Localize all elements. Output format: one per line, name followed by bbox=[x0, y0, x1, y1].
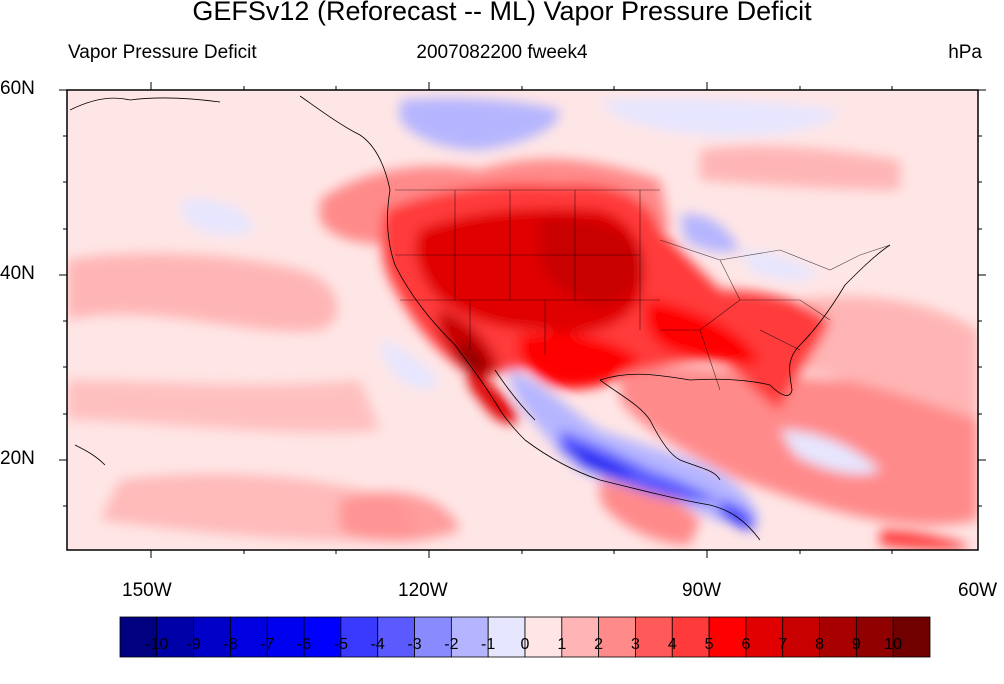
lon-label-60w: 60W bbox=[958, 580, 998, 601]
lon-label-120w: 120W bbox=[398, 580, 448, 601]
colorbar-label: -6 bbox=[296, 636, 312, 653]
colorbar-label: -3 bbox=[407, 636, 422, 653]
lat-label-60n: 60N bbox=[0, 78, 35, 99]
colorbar-swatch bbox=[193, 616, 231, 658]
lat-label-20n: 20N bbox=[0, 448, 35, 469]
map-title: GEFSv12 (Reforecast -- ML) Vapor Pressur… bbox=[192, 0, 812, 26]
colorbar-swatch bbox=[303, 616, 342, 658]
lat-label-40n: 40N bbox=[0, 263, 35, 284]
colorbar-swatch bbox=[745, 616, 784, 658]
coastlines bbox=[69, 95, 891, 541]
lon-label-90w: 90W bbox=[682, 580, 722, 601]
colorbar-swatch bbox=[266, 616, 305, 658]
variable-label: Vapor Pressure Deficit bbox=[68, 42, 257, 63]
colorbar-label: 5 bbox=[704, 636, 714, 653]
colorbar-swatch bbox=[340, 616, 379, 658]
colorbar-swatch bbox=[561, 616, 600, 658]
colorbar-label: 7 bbox=[778, 636, 788, 653]
colorbar-label: -8 bbox=[223, 636, 238, 653]
colorbar-label: 10 bbox=[884, 636, 903, 653]
colorbar-swatch bbox=[782, 616, 820, 658]
colorbar-label: -9 bbox=[186, 636, 201, 653]
colorbar-label: 3 bbox=[631, 636, 640, 653]
colorbar-label: 2 bbox=[594, 636, 604, 653]
colorbar-swatch bbox=[119, 616, 158, 658]
colorbar-label: 6 bbox=[741, 636, 751, 653]
colorbar-swatch bbox=[635, 616, 673, 658]
lon-label-150w: 150W bbox=[122, 580, 172, 601]
colorbar-label: -4 bbox=[370, 636, 385, 653]
forecast-time-label: 2007082200 fweek4 bbox=[416, 42, 588, 63]
vpd-field bbox=[67, 90, 978, 550]
colorbar-swatch bbox=[819, 616, 857, 658]
colorbar-label: -2 bbox=[444, 636, 459, 653]
colorbar-swatch bbox=[598, 616, 636, 658]
colorbar-label: 0 bbox=[520, 636, 530, 653]
colorbar-swatch bbox=[377, 616, 415, 658]
colorbar-label: -10 bbox=[145, 636, 169, 653]
colorbar-swatch bbox=[708, 616, 747, 658]
colorbar-swatch bbox=[450, 616, 489, 658]
colorbar-label: 1 bbox=[557, 636, 567, 653]
colorbar-swatch bbox=[892, 616, 931, 658]
colorbar-label: 8 bbox=[815, 636, 824, 653]
colorbar-label: 9 bbox=[851, 636, 861, 653]
colorbar-swatch bbox=[414, 616, 452, 658]
colorbar-swatch bbox=[230, 616, 268, 658]
boundaries bbox=[395, 189, 891, 391]
colorbar-label: -7 bbox=[260, 636, 275, 653]
colorbar-swatch bbox=[524, 616, 563, 658]
colorbar-label: 4 bbox=[667, 636, 677, 653]
units-label: hPa bbox=[948, 42, 982, 63]
colorbar bbox=[119, 616, 931, 658]
axis-ticks bbox=[59, 82, 986, 558]
colorbar-label: -5 bbox=[333, 636, 349, 653]
colorbar-label: -1 bbox=[481, 636, 496, 653]
